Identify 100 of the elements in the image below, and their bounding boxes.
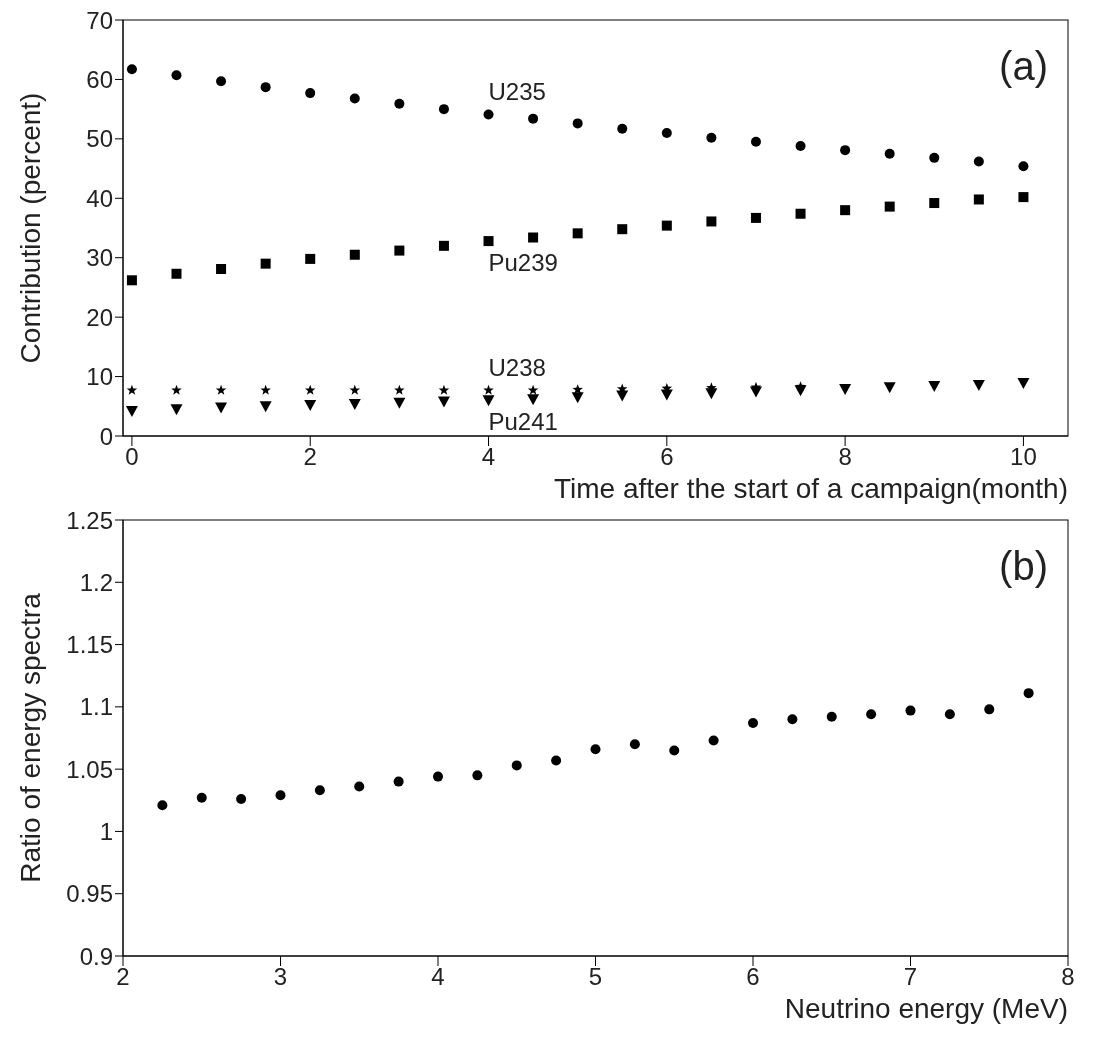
- point: [527, 394, 540, 406]
- point: [1018, 192, 1029, 203]
- point: [551, 755, 562, 766]
- point: [750, 381, 762, 392]
- x-tick-label: 8: [1061, 963, 1075, 991]
- y-tick-label: 0.95: [66, 880, 113, 908]
- annotation: (a): [999, 44, 1048, 88]
- point: [125, 406, 138, 418]
- point: [617, 123, 628, 134]
- x-tick-label: 10: [1010, 443, 1037, 471]
- point: [157, 800, 168, 811]
- x-tick-label: 2: [303, 443, 317, 471]
- point: [511, 760, 522, 771]
- point: [973, 156, 984, 167]
- point: [438, 384, 450, 395]
- point: [883, 382, 896, 394]
- point: [170, 404, 183, 416]
- point: [483, 384, 494, 395]
- annotation: (b): [999, 544, 1048, 588]
- point: [171, 268, 182, 279]
- point: [171, 384, 182, 395]
- point: [572, 118, 583, 129]
- point: [840, 205, 851, 216]
- y-tick-label: 1.15: [66, 631, 113, 659]
- point: [840, 145, 851, 156]
- point: [216, 264, 227, 275]
- point: [706, 132, 717, 143]
- point: [661, 220, 672, 231]
- y-axis-title: Contribution (percent): [15, 92, 46, 364]
- point: [972, 379, 985, 391]
- point: [1023, 688, 1034, 699]
- point: [572, 228, 583, 239]
- point: [236, 794, 247, 805]
- x-axis-title: Time after the start of a campaign(month): [553, 473, 1068, 504]
- point: [483, 236, 494, 247]
- y-axis-title: Ratio of energy spectra: [15, 592, 46, 883]
- point: [528, 113, 539, 124]
- point: [973, 194, 984, 205]
- y-tick-label: 10: [86, 363, 113, 391]
- y-tick-label: 0: [99, 422, 113, 450]
- point: [314, 785, 325, 796]
- point: [196, 792, 207, 803]
- y-tick-label: 40: [86, 184, 113, 212]
- point: [826, 711, 837, 722]
- y-tick-label: 50: [86, 125, 113, 153]
- point: [260, 82, 271, 93]
- point: [929, 198, 940, 209]
- point: [126, 275, 137, 286]
- y-tick-label: 1.2: [79, 568, 113, 596]
- y-tick-label: 70: [86, 6, 113, 34]
- point: [750, 212, 761, 223]
- point: [304, 384, 316, 395]
- point: [260, 384, 271, 395]
- point: [884, 148, 895, 159]
- point: [472, 770, 483, 781]
- point: [348, 398, 361, 410]
- x-tick-label: 2: [116, 963, 130, 991]
- point: [349, 93, 360, 104]
- point: [787, 714, 798, 725]
- point: [929, 152, 940, 163]
- point: [617, 224, 628, 235]
- point: [171, 70, 182, 81]
- y-tick-label: 0.9: [79, 942, 113, 970]
- point: [669, 745, 680, 756]
- point: [394, 98, 405, 109]
- point: [571, 392, 584, 404]
- point: [527, 384, 539, 395]
- point: [795, 381, 806, 392]
- point: [393, 397, 406, 409]
- series-label: Pu241: [488, 408, 558, 436]
- series-label: U238: [488, 354, 546, 382]
- point: [708, 735, 719, 746]
- y-tick-label: 1: [99, 817, 113, 845]
- point: [305, 253, 316, 264]
- point: [259, 401, 272, 413]
- x-tick-label: 6: [660, 443, 674, 471]
- point: [394, 245, 405, 256]
- x-tick-label: 4: [481, 443, 496, 471]
- point: [748, 718, 758, 729]
- y-tick-label: 1.25: [66, 506, 113, 534]
- point: [126, 64, 137, 75]
- x-tick-label: 3: [273, 963, 288, 991]
- point: [437, 396, 450, 408]
- point: [590, 744, 601, 755]
- point: [215, 402, 228, 414]
- series-label: U235: [488, 78, 546, 106]
- point: [349, 384, 361, 395]
- point: [661, 127, 672, 138]
- point: [944, 709, 955, 720]
- point: [528, 232, 539, 243]
- y-tick-label: 60: [86, 65, 113, 93]
- x-tick-label: 6: [746, 963, 760, 991]
- point: [438, 104, 449, 115]
- y-tick-label: 1.05: [66, 755, 113, 783]
- point: [438, 240, 449, 251]
- point: [393, 776, 404, 787]
- x-tick-label: 0: [125, 443, 139, 471]
- point: [483, 109, 494, 120]
- x-axis-title: Neutrino energy (MeV): [784, 993, 1068, 1024]
- point: [305, 88, 316, 99]
